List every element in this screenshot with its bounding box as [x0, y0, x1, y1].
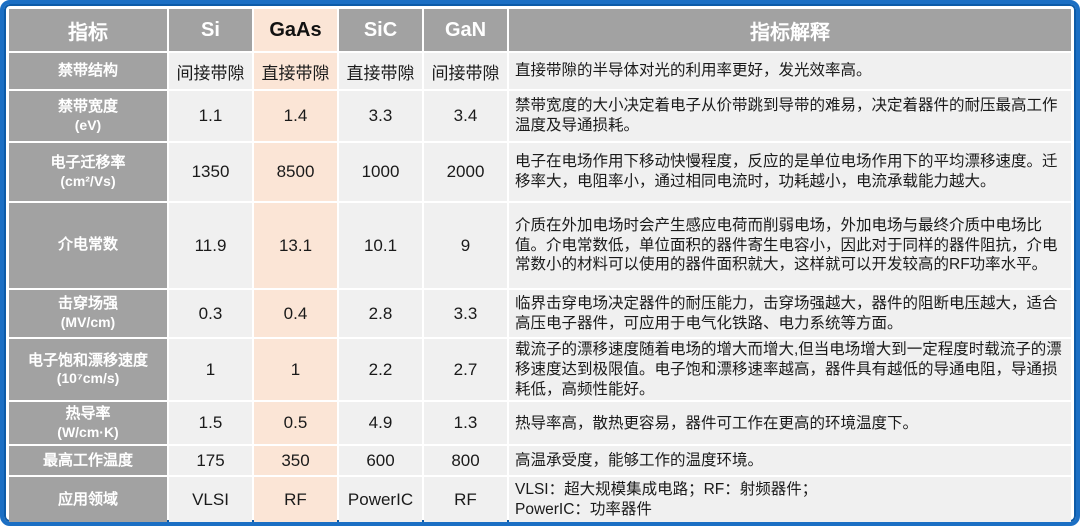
- value-gan: 3.3: [424, 290, 507, 337]
- value-sic: 1000: [339, 143, 422, 201]
- value-sic: 2.8: [339, 290, 422, 337]
- row-label: 最高工作温度: [9, 446, 167, 476]
- value-si: VLSI: [169, 477, 252, 522]
- header-gaas-highlighted: GaAs: [254, 9, 337, 51]
- value-gan: 2.7: [424, 339, 507, 401]
- value-si: 1350: [169, 143, 252, 201]
- value-gaas: 1: [254, 339, 337, 401]
- value-gan: 2000: [424, 143, 507, 201]
- value-gaas: RF: [254, 477, 337, 522]
- row-unit: (MV/cm): [60, 314, 116, 331]
- value-gan: RF: [424, 477, 507, 522]
- row-unit: (10⁷cm/s): [56, 370, 120, 387]
- row-label-text: 击穿场强: [57, 295, 118, 313]
- row-label-text: 电子迁移率: [50, 153, 126, 171]
- value-si: 1: [169, 339, 252, 401]
- value-gan: 3.4: [424, 91, 507, 141]
- explanation-cell: 电子在电场作用下移动快慢程度，反应的是单位电场作用下的平均漂移速度。迁移率大，电…: [509, 143, 1071, 201]
- value-gan: 800: [424, 446, 507, 476]
- explanation-cell: 高温承受度，能够工作的温度环境。: [509, 446, 1071, 476]
- table-row-dielectric-constant: 介电常数 11.9 13.1 10.1 9 介质在外加电场时会产生感应电荷而削弱…: [9, 203, 1071, 288]
- row-label: 电子迁移率 (cm²/Vs): [9, 143, 167, 201]
- value-gaas: 直接带隙: [254, 53, 337, 89]
- row-label: 禁带结构: [9, 53, 167, 89]
- table-row-thermal-conductivity: 热导率 (W/cm·K) 1.5 0.5 4.9 1.3 热导率高，散热更容易，器…: [9, 402, 1071, 445]
- row-label-text: 禁带宽度: [57, 97, 118, 115]
- header-gan: GaN: [424, 9, 507, 51]
- row-label-text: 热导率: [65, 405, 111, 423]
- table-row-electron-mobility: 电子迁移率 (cm²/Vs) 1350 8500 1000 2000 电子在电场作…: [9, 143, 1071, 201]
- value-gan: 间接带隙: [424, 53, 507, 89]
- table-row-breakdown-field: 击穿场强 (MV/cm) 0.3 0.4 2.8 3.3 临界击穿电场决定器件的耐…: [9, 290, 1071, 337]
- header-explanation: 指标解释: [509, 9, 1071, 51]
- header-sic: SiC: [339, 9, 422, 51]
- value-gaas: 1.4: [254, 91, 337, 141]
- row-label: 热导率 (W/cm·K): [9, 402, 167, 445]
- table-row-bandgap: 禁带宽度 (eV) 1.1 1.4 3.3 3.4 禁带宽度的大小决定着电子从价带…: [9, 91, 1071, 141]
- row-label: 电子饱和漂移速度 (10⁷cm/s): [9, 339, 167, 401]
- value-gan: 9: [424, 203, 507, 288]
- value-gan: 1.3: [424, 402, 507, 445]
- value-gaas: 0.4: [254, 290, 337, 337]
- value-sic: PowerIC: [339, 477, 422, 522]
- row-label: 应用领域: [9, 477, 167, 522]
- row-label-text: 应用领域: [57, 490, 118, 508]
- value-si: 0.3: [169, 290, 252, 337]
- explanation-cell: 禁带宽度的大小决定着电子从价带跳到导带的难易，决定着器件的耐压最高工作温度及导通…: [509, 91, 1071, 141]
- header-si: Si: [169, 9, 252, 51]
- value-si: 1.1: [169, 91, 252, 141]
- explanation-cell: 载流子的漂移速度随着电场的增大而增大,但当电场增大到一定程度时载流子的漂移速度达…: [509, 339, 1071, 401]
- row-label-text: 最高工作温度: [42, 451, 133, 469]
- value-sic: 直接带隙: [339, 53, 422, 89]
- row-unit: (W/cm·K): [57, 424, 119, 441]
- value-si: 1.5: [169, 402, 252, 445]
- value-si: 175: [169, 446, 252, 476]
- row-label-text: 电子饱和漂移速度: [27, 351, 148, 369]
- row-unit: (eV): [74, 116, 102, 133]
- value-sic: 2.2: [339, 339, 422, 401]
- semiconductor-comparison-table: 指标 Si GaAs SiC GaN 指标解释 禁带结构 间接带隙 直接带隙 直…: [7, 7, 1073, 522]
- value-sic: 600: [339, 446, 422, 476]
- table-row-band-structure: 禁带结构 间接带隙 直接带隙 直接带隙 间接带隙 直接带隙的半导体对光的利用率更…: [9, 53, 1071, 89]
- table-row-max-operating-temperature: 最高工作温度 175 350 600 800 高温承受度，能够工作的温度环境。: [9, 446, 1071, 476]
- explanation-cell: 直接带隙的半导体对光的利用率更好，发光效率高。: [509, 53, 1071, 89]
- explanation-cell: VLSI：超大规模集成电路；RF：射频器件； PowerIC：功率器件: [509, 477, 1071, 522]
- row-label: 介电常数: [9, 203, 167, 288]
- value-gaas: 13.1: [254, 203, 337, 288]
- header-metric: 指标: [9, 9, 167, 51]
- header-row: 指标 Si GaAs SiC GaN 指标解释: [9, 9, 1071, 51]
- row-label-text: 介电常数: [57, 236, 118, 254]
- row-label: 击穿场强 (MV/cm): [9, 290, 167, 337]
- value-sic: 10.1: [339, 203, 422, 288]
- value-gaas: 8500: [254, 143, 337, 201]
- row-label: 禁带宽度 (eV): [9, 91, 167, 141]
- value-sic: 4.9: [339, 402, 422, 445]
- value-gaas: 350: [254, 446, 337, 476]
- explanation-cell: 热导率高，散热更容易，器件可工作在更高的环境温度下。: [509, 402, 1071, 445]
- row-unit: (cm²/Vs): [60, 172, 116, 189]
- table-row-application-field: 应用领域 VLSI RF PowerIC RF VLSI：超大规模集成电路；RF…: [9, 477, 1071, 522]
- row-label-text: 禁带结构: [57, 61, 118, 79]
- value-gaas: 0.5: [254, 402, 337, 445]
- explanation-cell: 介质在外加电场时会产生感应电荷而削弱电场，外加电场与最终介质中电场比值。介电常数…: [509, 203, 1071, 288]
- table-row-saturation-drift-velocity: 电子饱和漂移速度 (10⁷cm/s) 1 1 2.2 2.7 载流子的漂移速度随着…: [9, 339, 1071, 401]
- value-si: 11.9: [169, 203, 252, 288]
- explanation-cell: 临界击穿电场决定器件的耐压能力，击穿场强越大，器件的阻断电压越大，适合高压电子器…: [509, 290, 1071, 337]
- value-si: 间接带隙: [169, 53, 252, 89]
- value-sic: 3.3: [339, 91, 422, 141]
